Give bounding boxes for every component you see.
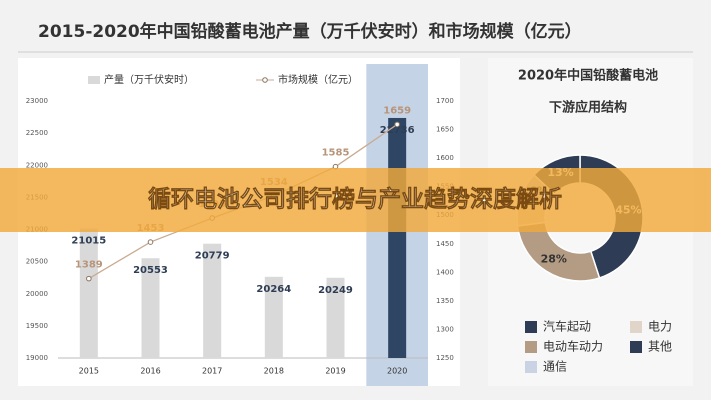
legend-label: 电动车动力: [543, 339, 603, 354]
y2-tick-label: 1300: [436, 325, 454, 333]
y2-tick-label: 1250: [436, 354, 454, 362]
legend-swatch: [525, 321, 537, 333]
line-label: 1659: [383, 105, 411, 116]
y2-tick-label: 1700: [436, 97, 454, 105]
x-tick-label: 2016: [140, 367, 160, 376]
line-label: 1585: [322, 148, 350, 159]
legend-swatch: [525, 341, 537, 353]
bar: [264, 276, 283, 358]
y2-tick-label: 1400: [436, 268, 454, 276]
bar-label: 20264: [256, 284, 291, 295]
y-tick-label: 23000: [26, 97, 48, 105]
donut-title: 下游应用结构: [549, 100, 627, 116]
donut-title: 2020年中国铅酸蓄电池: [518, 68, 658, 84]
x-tick-label: 2019: [325, 367, 345, 376]
banner: [0, 168, 711, 232]
line-label: 1389: [75, 260, 103, 271]
y-tick-label: 20500: [26, 258, 48, 266]
bar-label: 22736: [380, 125, 415, 136]
legend-marker: [262, 77, 268, 83]
bar: [203, 243, 222, 358]
bar-label: 20249: [318, 285, 353, 296]
bar: [388, 117, 407, 358]
x-tick-label: 2015: [79, 367, 99, 376]
legend-label: 汽车起动: [543, 319, 591, 334]
x-tick-label: 2018: [264, 367, 284, 376]
bar-label: 20779: [195, 251, 230, 262]
y2-tick-label: 1350: [436, 297, 454, 305]
line-marker: [86, 275, 92, 282]
bar-label: 20553: [133, 265, 168, 276]
legend-swatch: [630, 321, 642, 333]
banner-text: 循环电池公司排行榜与产业趋势深度解析: [148, 186, 562, 213]
line-marker: [394, 121, 400, 128]
y-tick-label: 22500: [26, 129, 48, 137]
legend-label: 通信: [543, 360, 567, 374]
y2-tick-label: 1600: [436, 154, 454, 162]
bar: [141, 258, 160, 358]
y-tick-label: 20000: [26, 290, 48, 298]
y2-tick-label: 1650: [436, 126, 454, 134]
legend-label: 其他: [648, 340, 672, 354]
legend-label: 市场规模（亿元）: [278, 73, 358, 86]
x-tick-label: 2017: [202, 367, 222, 376]
y-tick-label: 19500: [26, 322, 48, 330]
slice-label: 28%: [541, 252, 567, 265]
bar: [79, 228, 98, 358]
page-title: 2015-2020年中国铅酸蓄电池产量（万千伏安时）和市场规模（亿元）: [38, 21, 582, 42]
y-tick-label: 22000: [26, 161, 48, 169]
x-tick-label: 2020: [387, 367, 407, 376]
legend-label: 产量（万千伏安时）: [104, 73, 194, 86]
legend-label: 电力: [648, 320, 672, 334]
line-marker: [147, 239, 154, 245]
legend-swatch: [630, 341, 642, 353]
bar-label: 21015: [71, 236, 106, 247]
y-tick-label: 19000: [26, 354, 48, 362]
bar: [326, 277, 345, 358]
legend-swatch: [525, 361, 537, 373]
y2-tick-label: 1450: [436, 240, 454, 248]
legend-swatch: [88, 76, 100, 84]
